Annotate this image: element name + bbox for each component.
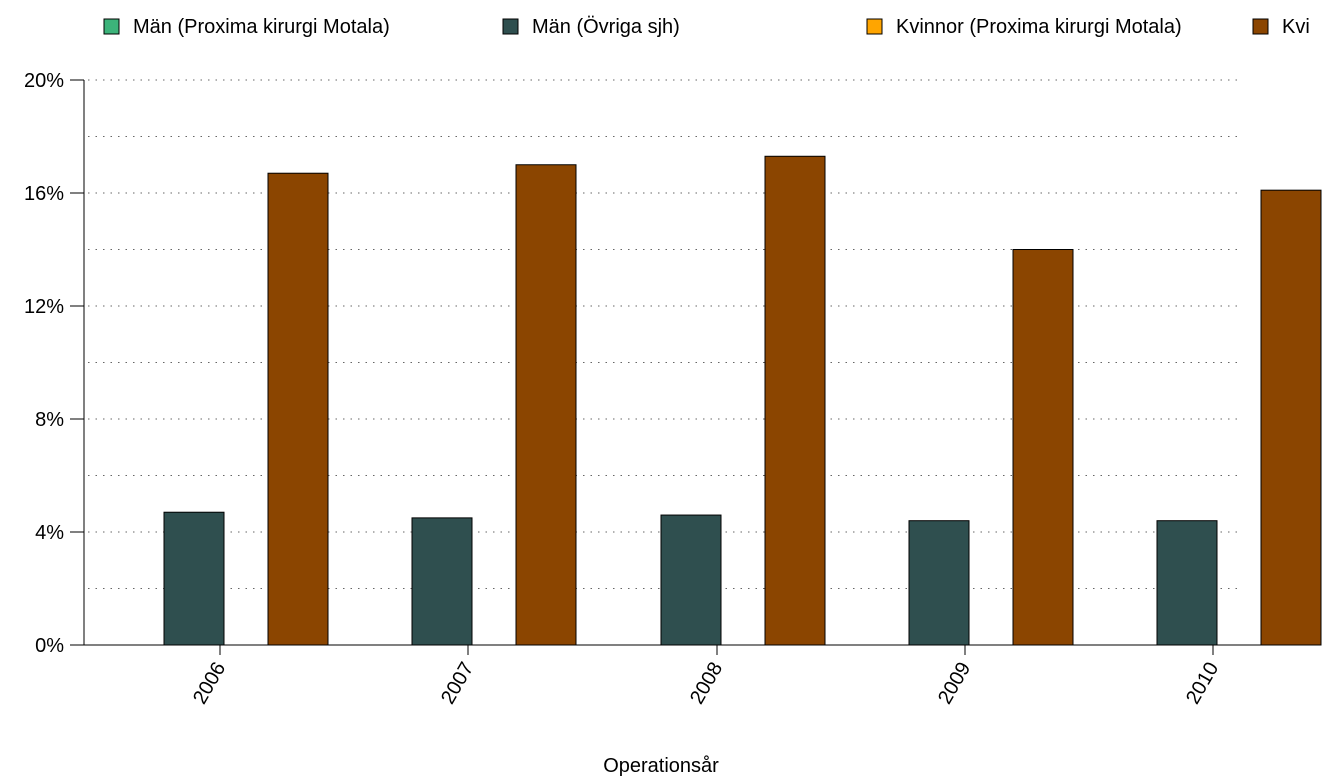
- y-tick-label: 20%: [24, 70, 64, 92]
- x-tick-label: 2008: [686, 659, 727, 709]
- y-tick-label: 4%: [35, 522, 64, 544]
- y-tick-label: 8%: [35, 409, 64, 431]
- bar: [1260, 189, 1322, 646]
- x-tick-label: 2009: [934, 659, 975, 709]
- legend-label: Kvinnor (Proxima kirurgi Motala): [896, 16, 1182, 38]
- bar: [515, 164, 577, 646]
- bar: [1156, 520, 1218, 646]
- bar: [163, 511, 225, 646]
- bar: [1012, 249, 1074, 646]
- legend-swatch: [103, 18, 120, 35]
- legend-swatch: [866, 18, 883, 35]
- legend-label: Män (Proxima kirurgi Motala): [133, 16, 390, 38]
- x-tick-label: 2010: [1182, 659, 1223, 709]
- y-tick-label: 12%: [24, 296, 64, 318]
- bar: [267, 172, 329, 646]
- bar: [908, 520, 970, 646]
- y-tick-label: 0%: [35, 635, 64, 657]
- legend-swatch: [502, 18, 519, 35]
- bar: [660, 514, 722, 646]
- y-tick-label: 16%: [24, 183, 64, 205]
- x-tick-label: 2007: [437, 659, 478, 709]
- legend-label: Män (Övriga sjh): [532, 16, 680, 38]
- legend: Män (Proxima kirurgi Motala) Män (Övriga …: [103, 16, 1310, 38]
- bar: [764, 155, 826, 646]
- x-axis-label: Operationsår: [603, 755, 719, 776]
- legend-label: Kvi: [1282, 16, 1310, 38]
- bars: [163, 155, 1322, 646]
- bar: [411, 517, 473, 646]
- legend-swatch: [1252, 18, 1269, 35]
- x-tick-label: 2006: [189, 659, 230, 709]
